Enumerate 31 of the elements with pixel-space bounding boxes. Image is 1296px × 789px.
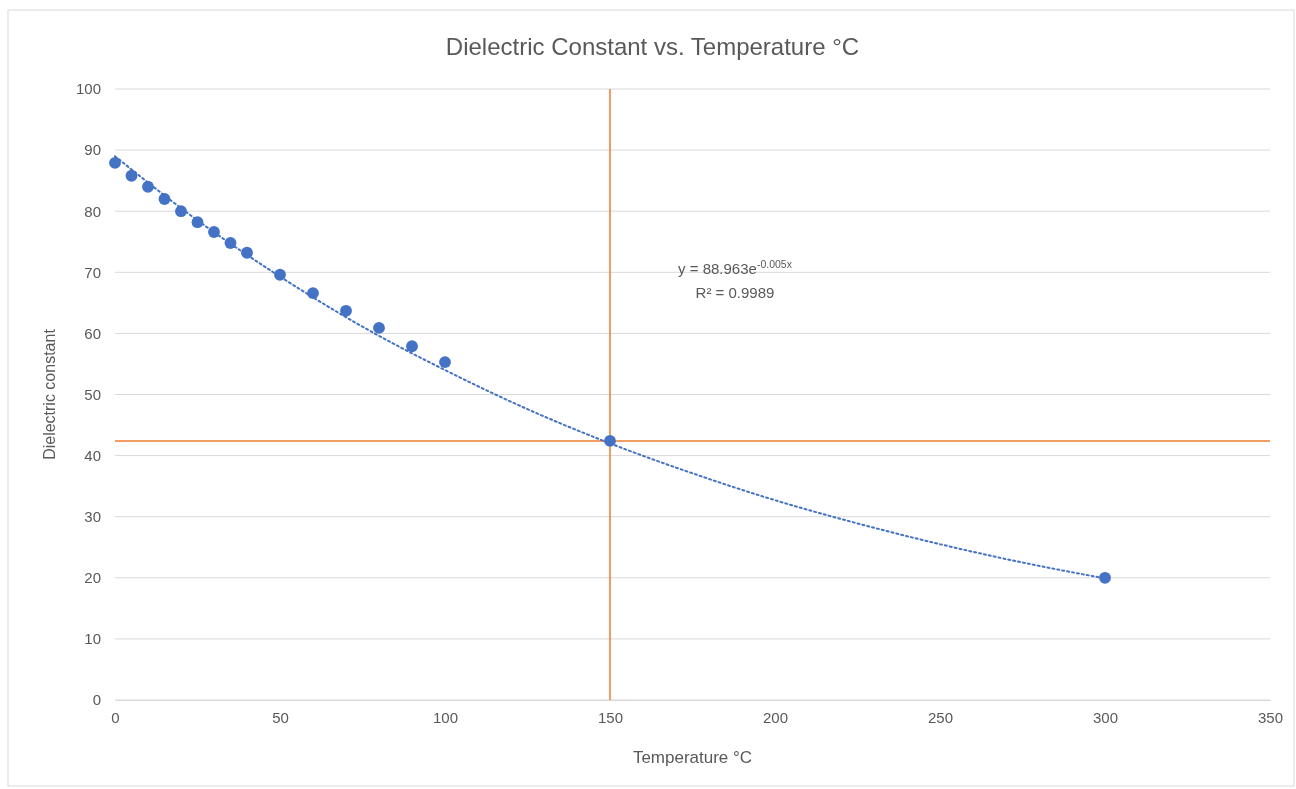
y-tick-label: 40 <box>84 446 101 464</box>
point <box>373 322 385 334</box>
y-axis-title: Dielectric constant <box>41 328 58 460</box>
x-tick-label: 250 <box>927 708 954 726</box>
point <box>307 287 319 299</box>
y-tick-label: 60 <box>84 324 101 342</box>
x-tick-label: 200 <box>762 708 789 726</box>
annotation: y = 88.963e$^{-0.005x}$ <box>678 258 793 277</box>
y-tick-label: 100 <box>75 80 101 98</box>
x-tick-label: 300 <box>1092 708 1119 726</box>
chart-title: Dielectric Constant vs. Temperature °C <box>445 33 860 60</box>
y-tick-label: 90 <box>84 141 101 159</box>
point <box>1099 571 1111 584</box>
x-tick-label: 50 <box>272 708 289 726</box>
y-tick-label: 70 <box>84 263 101 281</box>
point <box>109 157 121 169</box>
y-tick-label: 80 <box>84 202 101 220</box>
x-tick-label: 0 <box>111 708 120 726</box>
y-tick-label: 20 <box>84 569 101 587</box>
point <box>340 304 352 317</box>
point <box>439 356 451 369</box>
y-tick-label: 50 <box>84 385 101 403</box>
point <box>406 340 418 353</box>
y-tick-label: 10 <box>84 630 101 648</box>
x-tick-label: 100 <box>432 708 459 726</box>
y-tick-label: 30 <box>84 508 101 525</box>
x-axis-title: Temperature °C <box>632 748 753 767</box>
x-tick-label: 350 <box>1257 708 1284 726</box>
x-tick-label: 150 <box>597 708 624 726</box>
y-tick-label: 0 <box>92 691 101 709</box>
annotation: R² = 0.9989 <box>695 284 775 301</box>
